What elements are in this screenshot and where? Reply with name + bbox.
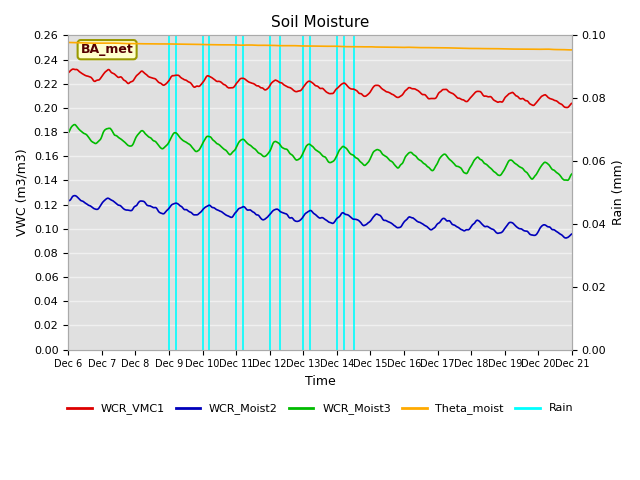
Y-axis label: Rain (mm): Rain (mm) [612,160,625,225]
Legend: WCR_VMC1, WCR_Moist2, WCR_Moist3, Theta_moist, Rain: WCR_VMC1, WCR_Moist2, WCR_Moist3, Theta_… [63,399,577,419]
Y-axis label: VWC (m3/m3): VWC (m3/m3) [15,149,28,236]
Title: Soil Moisture: Soil Moisture [271,15,369,30]
Text: BA_met: BA_met [81,43,134,56]
X-axis label: Time: Time [305,375,335,388]
